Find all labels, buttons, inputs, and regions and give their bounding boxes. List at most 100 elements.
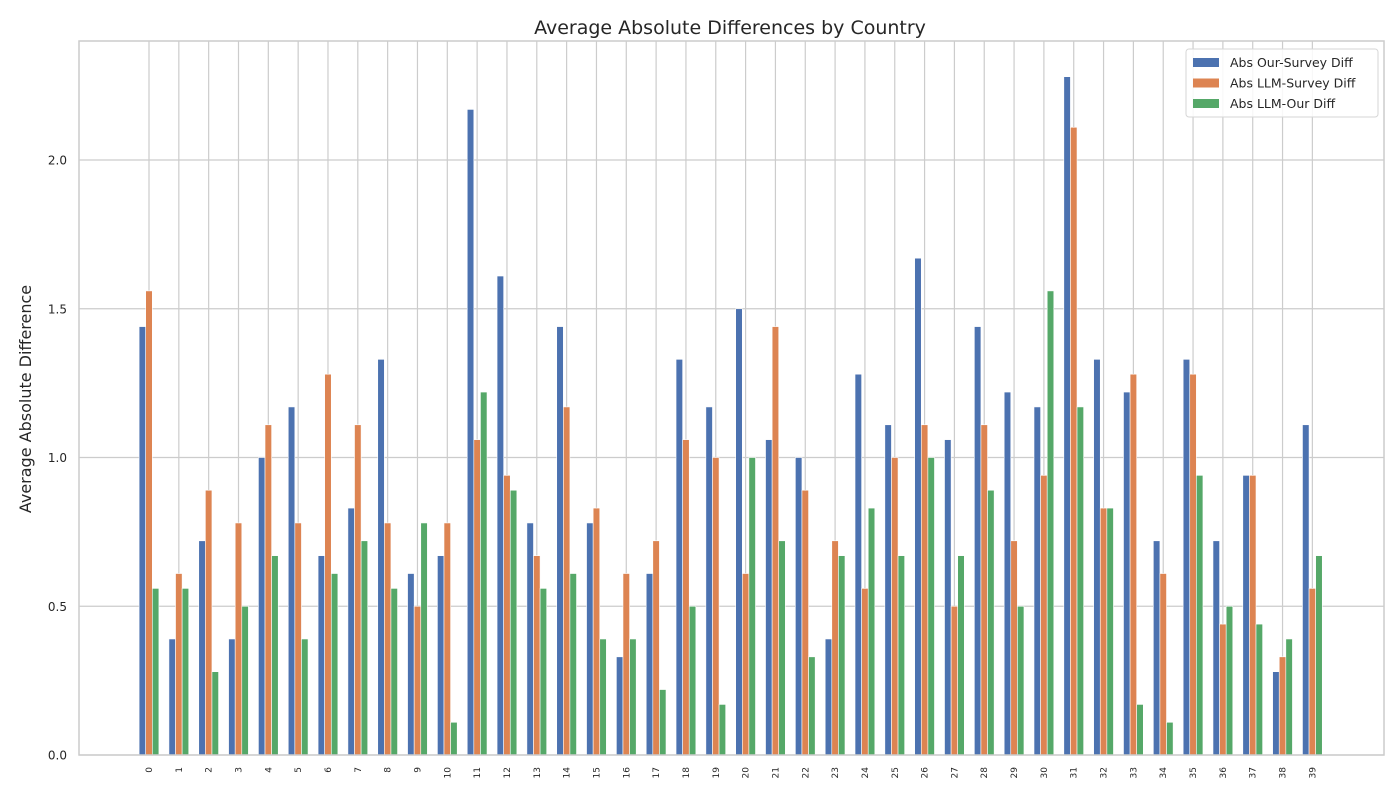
x-tick-label: 30 bbox=[1040, 767, 1050, 779]
bar bbox=[1003, 391, 1012, 756]
bar bbox=[1272, 671, 1280, 756]
bar bbox=[1099, 507, 1108, 756]
bar bbox=[1159, 573, 1167, 756]
x-tick-label: 3 bbox=[234, 767, 244, 773]
x-tick-label: 0 bbox=[145, 767, 155, 773]
bar bbox=[437, 555, 445, 756]
x-tick-label: 17 bbox=[652, 767, 662, 778]
legend-label: Abs LLM-Survey Diff bbox=[1230, 76, 1356, 91]
bar bbox=[1212, 540, 1220, 756]
bar bbox=[390, 588, 398, 756]
x-tick-label: 29 bbox=[1010, 767, 1020, 779]
bar bbox=[682, 439, 690, 756]
x-tick-label: 37 bbox=[1249, 767, 1259, 778]
bar bbox=[675, 359, 683, 756]
bar bbox=[509, 489, 518, 756]
legend-label: Abs LLM-Our Diff bbox=[1230, 96, 1336, 111]
bar bbox=[1225, 605, 1234, 756]
x-tick-label: 31 bbox=[1070, 767, 1080, 778]
x-tick-label: 9 bbox=[413, 767, 423, 773]
bar bbox=[228, 638, 236, 756]
bar bbox=[795, 457, 803, 756]
bar bbox=[420, 522, 428, 756]
x-tick-label: 1 bbox=[175, 767, 185, 773]
axes: 0.00.51.01.52.00 1 2 3 4 5 6 7 8 9 10 11 12 13 14 15 16 1… bbox=[48, 40, 1385, 779]
bar bbox=[450, 721, 458, 756]
bar bbox=[1189, 373, 1197, 756]
x-tick-label: 2 bbox=[205, 767, 215, 773]
x-tick-label: 34 bbox=[1159, 767, 1169, 779]
bar bbox=[801, 489, 809, 756]
legend-swatch bbox=[1193, 99, 1219, 108]
bar bbox=[808, 656, 816, 756]
bar bbox=[413, 605, 422, 756]
bar bbox=[234, 522, 243, 756]
bar bbox=[539, 588, 547, 756]
x-tick-label: 22 bbox=[801, 767, 811, 778]
bar bbox=[145, 290, 153, 756]
bar bbox=[1070, 126, 1078, 756]
bar bbox=[854, 373, 862, 756]
x-tick-label: 26 bbox=[921, 767, 931, 779]
bar bbox=[138, 326, 147, 756]
legend-box bbox=[1185, 48, 1379, 118]
bar bbox=[377, 359, 385, 756]
bar bbox=[569, 573, 577, 756]
x-tick-label: 21 bbox=[771, 767, 781, 778]
bar bbox=[1017, 605, 1025, 756]
bar bbox=[987, 489, 995, 756]
bar bbox=[526, 522, 534, 756]
bar bbox=[891, 457, 899, 756]
x-tick-label: 32 bbox=[1100, 767, 1110, 778]
bar bbox=[824, 638, 833, 756]
y-axis-label: Average Absolute Difference bbox=[16, 285, 35, 513]
bar bbox=[443, 522, 451, 756]
y-tick-label: 2.0 bbox=[48, 154, 67, 168]
x-tick-label: 27 bbox=[950, 767, 960, 778]
x-tick-label: 36 bbox=[1219, 767, 1229, 779]
x-tick-label: 8 bbox=[384, 767, 394, 773]
bar bbox=[592, 507, 601, 756]
bar bbox=[264, 424, 272, 756]
bar bbox=[831, 540, 839, 756]
bar bbox=[563, 406, 571, 756]
x-tick-label: 11 bbox=[473, 767, 483, 778]
bar bbox=[1153, 540, 1161, 756]
y-tick-label: 1.0 bbox=[48, 451, 67, 465]
bar bbox=[1010, 540, 1018, 756]
bar bbox=[586, 522, 594, 756]
x-tick-label: 24 bbox=[861, 767, 871, 779]
x-tick-label: 10 bbox=[443, 767, 453, 779]
bar bbox=[897, 555, 905, 756]
bar bbox=[741, 573, 750, 756]
bar bbox=[347, 507, 355, 756]
bar bbox=[354, 424, 362, 756]
bar bbox=[1033, 406, 1041, 756]
bar bbox=[914, 257, 922, 756]
y-tick-label: 0.5 bbox=[48, 600, 67, 614]
bar bbox=[556, 326, 564, 756]
bar bbox=[181, 588, 190, 756]
bar bbox=[152, 588, 160, 756]
bar bbox=[1242, 475, 1250, 756]
bar bbox=[718, 704, 726, 756]
bar bbox=[360, 540, 369, 756]
bar bbox=[271, 555, 279, 756]
x-tick-label: 5 bbox=[294, 767, 304, 773]
bar bbox=[645, 573, 654, 756]
bar bbox=[652, 540, 660, 756]
bar bbox=[294, 522, 302, 756]
bar bbox=[1315, 555, 1323, 756]
bar bbox=[771, 326, 780, 756]
bar bbox=[1285, 638, 1293, 756]
chart-title: Average Absolute Differences by Country bbox=[534, 17, 926, 39]
bar bbox=[330, 573, 339, 756]
x-tick-label: 20 bbox=[742, 767, 752, 779]
legend: Abs Our-Survey Diff Abs LLM-Survey Diff Ab… bbox=[1185, 48, 1379, 118]
bar bbox=[496, 275, 504, 756]
bar bbox=[198, 540, 206, 756]
bar bbox=[317, 555, 325, 756]
bar bbox=[407, 573, 415, 756]
x-tick-label: 33 bbox=[1129, 767, 1139, 778]
